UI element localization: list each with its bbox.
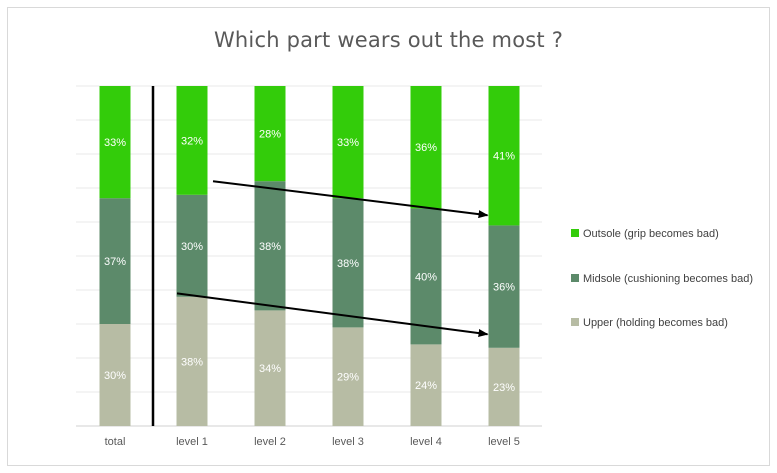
bar-data-label: 36% (493, 282, 515, 294)
bar-segment (176, 296, 208, 426)
legend-swatch (571, 274, 579, 282)
bar-segment (99, 198, 131, 324)
x-tick-label: total (105, 436, 126, 448)
bar-data-label: 34% (259, 363, 281, 375)
bar-segment (488, 347, 520, 426)
bar-data-label: 23% (493, 382, 515, 394)
bar-data-label: 38% (259, 241, 281, 253)
bar-data-label: 32% (181, 135, 203, 147)
gridlines (76, 85, 542, 427)
legend-swatch (571, 229, 579, 237)
bar-data-label: 28% (259, 129, 281, 141)
bar-segment (488, 86, 520, 226)
bar-segment (254, 86, 286, 182)
x-tick-label: level 5 (488, 436, 520, 448)
bar-segment (254, 310, 286, 426)
bar-data-label: 24% (415, 380, 437, 392)
annotations (151, 86, 489, 426)
bar-segment (176, 86, 208, 195)
legend-entry: Upper (holding becomes bad) (583, 317, 728, 329)
bar-segment (332, 327, 364, 426)
bar-data-label: 33% (337, 137, 359, 149)
bar-data-label: 38% (181, 356, 203, 368)
bar-segment (176, 194, 208, 297)
bar-data-label: 30% (181, 241, 203, 253)
bar-data-label: 30% (104, 370, 126, 382)
x-axis-tick-labels: total level 1 level 2 level 3 level 4 level 5 (105, 436, 520, 448)
trend-arrow (212, 180, 489, 219)
bar-data-label: 29% (337, 372, 359, 384)
legend: Outsole (grip becomes bad) Midsole (cushi… (571, 228, 753, 329)
bar-data-label: 41% (493, 151, 515, 163)
bars: 30% 37% 33% 38% 30% 32% 34% 38% 28% 29% 38% 33% 24% 4… (99, 86, 520, 426)
bar-segment (410, 344, 442, 426)
x-tick-label: level 2 (254, 436, 286, 448)
x-tick-label: level 4 (410, 436, 442, 448)
bar-segment (332, 86, 364, 199)
bar-data-label: 36% (415, 142, 437, 154)
bar-data-label: 37% (104, 256, 126, 268)
bar-segment (410, 208, 442, 345)
legend-entry: Midsole (cushioning becomes bad) (583, 273, 753, 285)
x-tick-label: level 3 (332, 436, 364, 448)
legend-swatch (571, 318, 579, 326)
bar-data-label: 40% (415, 271, 437, 283)
bar-segment (99, 86, 131, 199)
bar-data-label: 33% (104, 137, 126, 149)
bar-segment (488, 225, 520, 348)
bar-segment (254, 181, 286, 311)
x-tick-label: level 1 (176, 436, 208, 448)
legend-entry: Outsole (grip becomes bad) (583, 228, 719, 240)
chart-title: Which part wears out the most ? (213, 28, 564, 52)
bar-segment (410, 86, 442, 209)
trend-arrow (176, 292, 489, 337)
chart-frame (7, 7, 770, 466)
bar-data-label: 38% (337, 258, 359, 270)
bar-segment (332, 198, 364, 328)
bar-segment (99, 324, 131, 426)
